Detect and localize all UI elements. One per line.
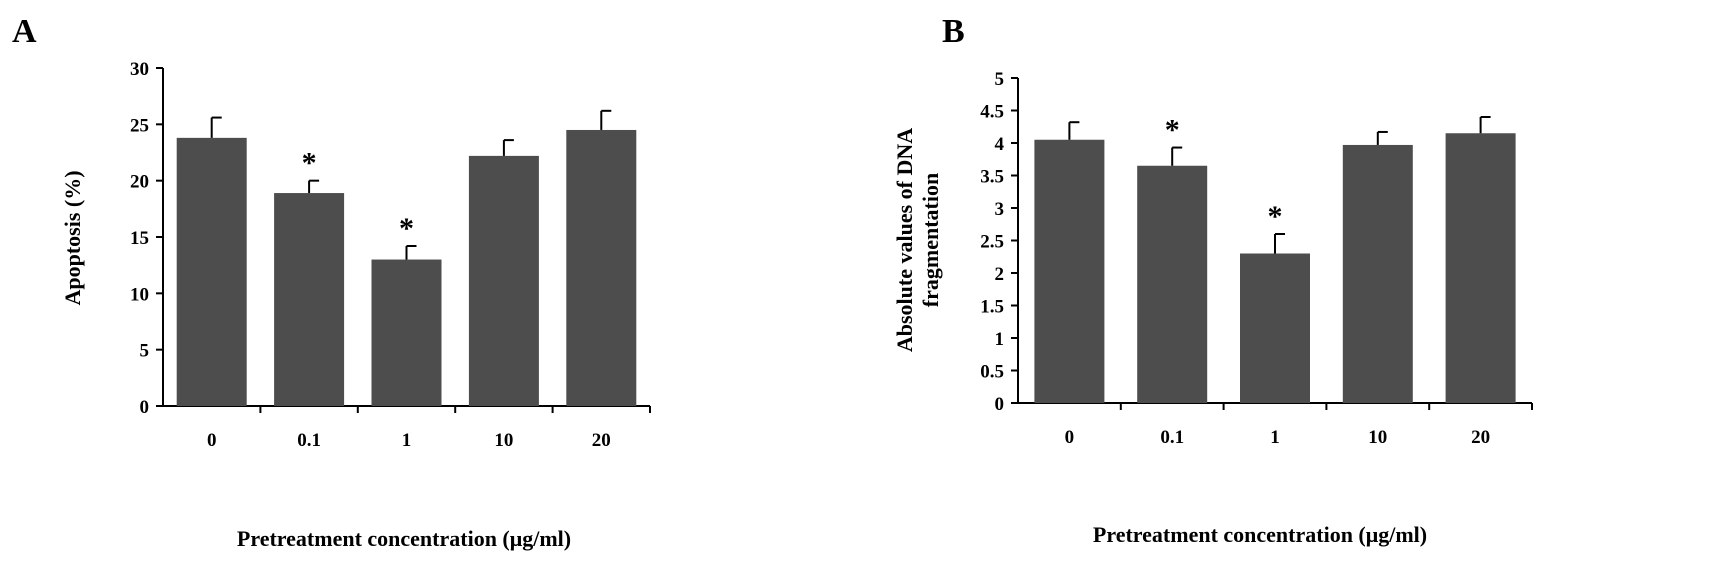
significance-marker: * — [302, 147, 317, 180]
panel-a: A Apoptosis (%) Pretreatment concentrati… — [12, 13, 651, 551]
x-axis-title: Pretreatment concentration (μg/ml) — [1093, 522, 1427, 547]
y-tick-label: 5 — [140, 341, 150, 362]
bar — [274, 193, 345, 406]
bar — [468, 155, 539, 406]
panel-b: B Absolute values of DNA fragmentation Pr… — [892, 13, 1533, 547]
x-axis-title: Pretreatment concentration (μg/ml) — [237, 526, 571, 551]
bar — [1445, 133, 1516, 403]
bar — [371, 259, 442, 406]
significance-marker: * — [399, 212, 414, 245]
x-tick-label: 10 — [1368, 427, 1387, 448]
y-tick-label: 25 — [130, 115, 149, 136]
x-tick-label: 1 — [402, 430, 412, 451]
y-tick-label: 0.5 — [980, 362, 1004, 383]
y-tick-label: 2.5 — [980, 232, 1004, 253]
y-axis-title: Absolute values of DNA fragmentation — [892, 128, 943, 352]
x-tick-label: 1 — [1270, 427, 1280, 448]
y-tick-label: 1.5 — [980, 297, 1004, 318]
y-tick-label: 30 — [130, 59, 149, 80]
significance-marker: * — [1268, 200, 1283, 233]
y-tick-label: 1 — [995, 329, 1005, 350]
x-tick-label: 10 — [494, 430, 513, 451]
y-tick-label: 15 — [130, 228, 149, 249]
bar — [1240, 253, 1310, 403]
y-tick-label: 3 — [995, 199, 1005, 220]
bar — [1034, 139, 1105, 403]
y-axis-title-line: Apoptosis (%) — [60, 170, 85, 305]
x-tick-label: 0 — [207, 430, 217, 451]
y-axis-title-line: fragmentation — [918, 173, 943, 307]
y-tick-label: 3.5 — [980, 167, 1004, 188]
x-tick-label: 0.1 — [1160, 427, 1184, 448]
y-tick-label: 4.5 — [980, 102, 1004, 123]
x-tick-label: 0 — [1065, 427, 1075, 448]
y-tick-label: 10 — [130, 284, 149, 305]
bar — [1137, 165, 1208, 403]
bar — [1342, 144, 1413, 403]
y-tick-label: 20 — [130, 172, 149, 193]
y-axis-title-line: Absolute values of DNA — [892, 128, 917, 352]
y-tick-label: 5 — [995, 69, 1005, 90]
y-tick-label: 0 — [140, 397, 150, 418]
bar — [566, 129, 637, 406]
panel-label-b: B — [942, 13, 965, 50]
y-tick-label: 2 — [995, 264, 1005, 285]
x-tick-label: 20 — [592, 430, 611, 451]
y-axis-title: Apoptosis (%) — [60, 170, 85, 305]
panel-label-a: A — [12, 13, 37, 50]
x-tick-label: 0.1 — [297, 430, 321, 451]
y-tick-label: 0 — [995, 394, 1005, 415]
significance-marker: * — [1165, 114, 1180, 147]
bar — [176, 137, 247, 406]
y-tick-label: 4 — [995, 134, 1005, 155]
x-tick-label: 20 — [1471, 427, 1490, 448]
